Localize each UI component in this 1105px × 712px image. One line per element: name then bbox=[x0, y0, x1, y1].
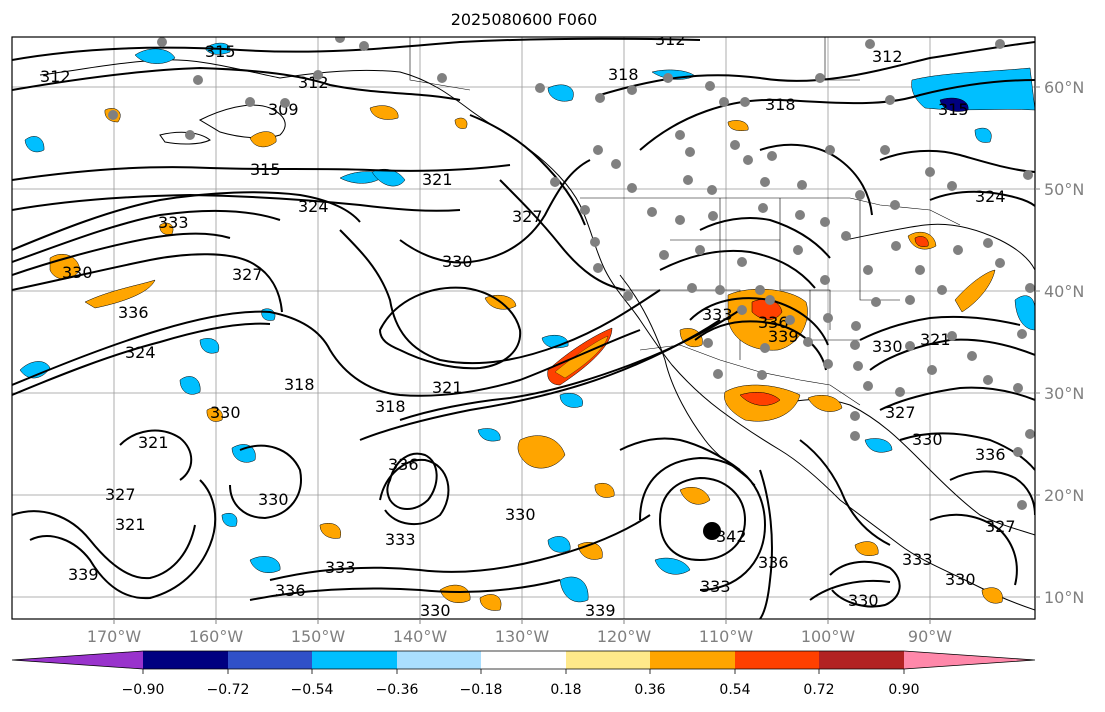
contour-label: 327 bbox=[985, 517, 1016, 536]
contour-label: 312 bbox=[872, 47, 903, 66]
contour-label: 336 bbox=[758, 553, 789, 572]
lon-label: 160°W bbox=[189, 627, 244, 646]
contour-label: 336 bbox=[118, 303, 149, 322]
colorbar-tick-label: −0.36 bbox=[376, 682, 419, 698]
contour-label: 327 bbox=[512, 207, 543, 226]
contour-label-group: 312 315 312 318 312 312 309 318 315 315 … bbox=[40, 30, 1016, 620]
colorbar-tick-label: −0.90 bbox=[122, 682, 165, 698]
longitude-axis: 170°W 160°W 150°W 140°W 130°W 120°W 110°… bbox=[87, 619, 952, 646]
contour-label: 309 bbox=[268, 100, 299, 119]
lon-label: 90°W bbox=[908, 627, 952, 646]
contour-label-330-south: 330 bbox=[848, 591, 879, 610]
storm-center-marker bbox=[703, 522, 721, 540]
lon-label: 140°W bbox=[393, 627, 448, 646]
lon-label: 120°W bbox=[597, 627, 652, 646]
colorbar-segment bbox=[650, 651, 735, 669]
contour-label: 333 bbox=[325, 558, 356, 577]
map-title: 2025080600 F060 bbox=[450, 10, 598, 29]
contour-label: 336 bbox=[275, 581, 306, 600]
contour-label: 318 bbox=[375, 397, 406, 416]
contour-label: 321 bbox=[920, 330, 951, 349]
colorbar-tick-label: 0.36 bbox=[634, 682, 665, 698]
contour-label: 336 bbox=[758, 313, 789, 332]
contour-label: 336 bbox=[975, 445, 1006, 464]
colorbar-tick-label: 0.72 bbox=[803, 682, 834, 698]
contour-label: 339 bbox=[585, 601, 616, 620]
contour-label: 315 bbox=[250, 160, 281, 179]
contour-label: 336 bbox=[388, 455, 419, 474]
latitude-axis: 60°N 50°N 40°N 30°N 20°N 10°N bbox=[1035, 78, 1084, 607]
colorbar-segment bbox=[819, 651, 904, 669]
colorbar-segment bbox=[228, 651, 312, 669]
colorbar-tick-label: 0.54 bbox=[719, 682, 750, 698]
colorbar-segment bbox=[566, 651, 650, 669]
contour-label: 312 bbox=[655, 30, 686, 49]
lon-label: 100°W bbox=[801, 627, 856, 646]
contour-label: 315 bbox=[205, 42, 236, 61]
contour-label: 333 bbox=[700, 577, 731, 596]
colorbar-segment bbox=[397, 651, 481, 669]
contour-label: 321 bbox=[432, 378, 463, 397]
lat-label: 30°N bbox=[1044, 384, 1084, 403]
colorbar-segment bbox=[312, 651, 397, 669]
colorbar-tick-label: −0.72 bbox=[207, 682, 250, 698]
lon-label: 170°W bbox=[87, 627, 142, 646]
contour-label: 321 bbox=[422, 170, 453, 189]
contour-label: 330 bbox=[258, 490, 289, 509]
contour-label: 315 bbox=[938, 100, 969, 119]
contour-label: 330 bbox=[420, 601, 451, 620]
contour-label-330-gulf: 330 bbox=[945, 570, 976, 589]
colorbar-tick-label: 0.90 bbox=[888, 682, 919, 698]
contour-label: 321 bbox=[138, 433, 169, 452]
contour-label: 318 bbox=[284, 375, 315, 394]
contour-label: 312 bbox=[40, 67, 71, 86]
contour-label: 327 bbox=[105, 485, 136, 504]
contour-label: 327 bbox=[232, 265, 263, 284]
colorbar-segment bbox=[143, 651, 228, 669]
contour-label: 330 bbox=[505, 505, 536, 524]
contour-label: 339 bbox=[68, 565, 99, 584]
contour-label: 333 bbox=[158, 213, 189, 232]
lat-label: 60°N bbox=[1044, 78, 1084, 97]
colorbar-segment bbox=[735, 651, 819, 669]
contour-label: 342 bbox=[716, 527, 747, 546]
contour-label: 324 bbox=[298, 197, 329, 216]
station-markers bbox=[108, 37, 1035, 510]
contour-label: 333 bbox=[702, 305, 733, 324]
contour-label: 330 bbox=[62, 263, 93, 282]
contour-label: 339 bbox=[768, 327, 799, 346]
lon-label: 150°W bbox=[291, 627, 346, 646]
colorbar-segment bbox=[12, 651, 143, 669]
colorbar-tick-label: −0.18 bbox=[460, 682, 503, 698]
contour-label: 321 bbox=[115, 515, 146, 534]
lon-label: 130°W bbox=[495, 627, 550, 646]
lon-label: 110°W bbox=[699, 627, 754, 646]
contour-label: 330 bbox=[872, 337, 903, 356]
contour-label: 330 bbox=[210, 403, 241, 422]
lat-label: 20°N bbox=[1044, 486, 1084, 505]
colorbar: −0.90 −0.72 −0.54 −0.36 −0.18 0.18 0.36 … bbox=[11, 650, 1036, 698]
contour-label: 333 bbox=[385, 530, 416, 549]
lat-label: 50°N bbox=[1044, 180, 1084, 199]
contour-label: 330 bbox=[912, 430, 943, 449]
lat-label: 40°N bbox=[1044, 282, 1084, 301]
contour-label: 318 bbox=[608, 65, 639, 84]
contour-label: 318 bbox=[765, 95, 796, 114]
contour-label: 324 bbox=[975, 187, 1006, 206]
colorbar-segment bbox=[481, 651, 566, 669]
lat-label: 10°N bbox=[1044, 588, 1084, 607]
contour-label: 330 bbox=[442, 252, 473, 271]
colorbar-segment bbox=[904, 651, 1035, 669]
colorbar-tick-label: 0.18 bbox=[550, 682, 581, 698]
contour-label: 327 bbox=[885, 403, 916, 422]
colorbar-tick-label: −0.54 bbox=[291, 682, 334, 698]
shaded-field bbox=[19, 42, 1035, 611]
contour-label: 333 bbox=[902, 550, 933, 569]
contour-label: 324 bbox=[125, 343, 156, 362]
